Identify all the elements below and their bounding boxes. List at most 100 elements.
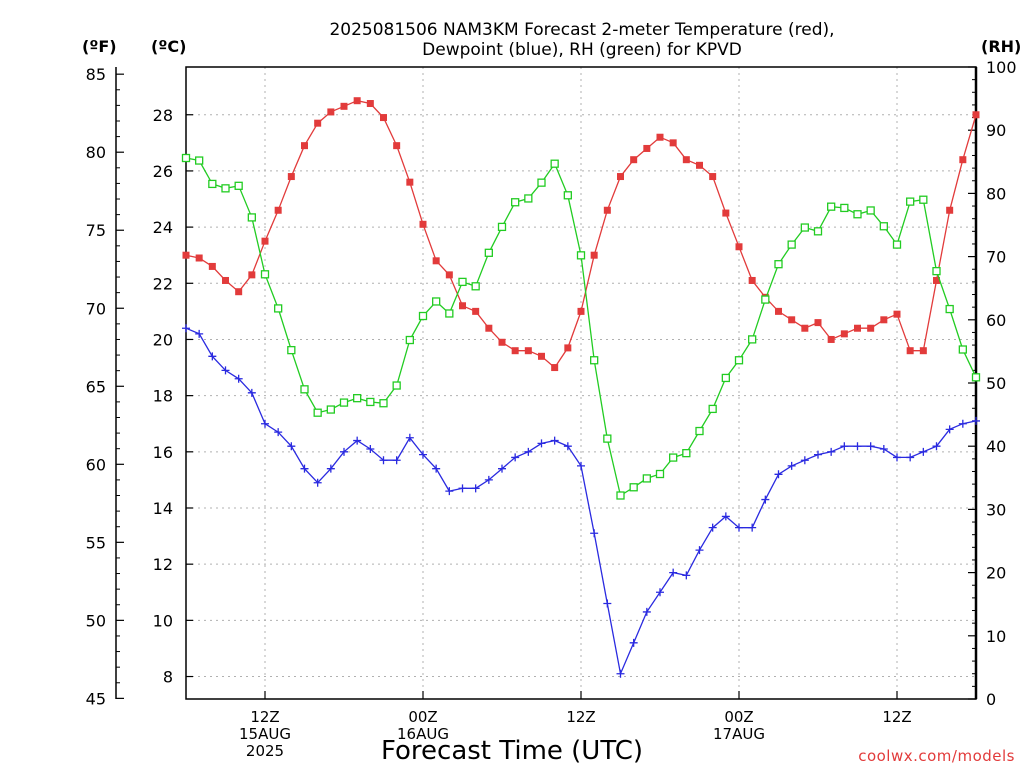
rh-point [208, 179, 217, 189]
x-tick-label: 15AUG [239, 725, 291, 743]
rh-point [866, 206, 875, 215]
dewpoint-point [287, 442, 296, 451]
rh-point [326, 405, 335, 414]
temperature-point [735, 243, 743, 251]
dewpoint-point [695, 546, 704, 555]
temperature-point [208, 262, 216, 270]
temperature-point [590, 251, 598, 259]
rh-point [813, 227, 823, 236]
temperature-point [314, 119, 322, 127]
plot-frame [185, 66, 977, 700]
rh-point [484, 248, 493, 257]
x-tick-label: 00Z [724, 708, 753, 726]
temperature-point [248, 271, 256, 279]
rh-point [734, 356, 744, 365]
fahrenheit-tick-label: 70 [86, 299, 106, 318]
rh-point [827, 202, 836, 211]
rh-tick-label: 30 [986, 500, 1006, 519]
temperature-point [195, 254, 203, 262]
x-tick-label: 00Z [408, 708, 437, 726]
celsius-tick-label: 12 [153, 555, 173, 574]
temperature-point [380, 114, 387, 122]
dewpoint-point [577, 461, 585, 470]
celsius-tick-label: 20 [153, 330, 173, 349]
fahrenheit-tick-label: 80 [86, 143, 106, 162]
rh-point [576, 251, 586, 260]
dewpoint-point [353, 436, 362, 445]
dewpoint-point [590, 529, 599, 538]
celsius-tick-label: 14 [153, 499, 173, 518]
fahrenheit-tick-label: 55 [86, 533, 106, 552]
temperature-point [775, 307, 782, 315]
fahrenheit-tick-label: 65 [86, 377, 106, 396]
temperature-point [551, 364, 559, 372]
rh-tick-label: 50 [986, 374, 1006, 393]
rh-tick-label: 80 [986, 184, 1006, 203]
temperature-point [564, 344, 572, 352]
fahrenheit-tick-label: 45 [86, 689, 106, 708]
temperature-point [669, 139, 677, 147]
rh-point [537, 178, 546, 187]
celsius-tick-label: 28 [153, 106, 173, 125]
dewpoint-point [484, 475, 493, 484]
celsius-tick-label: 10 [153, 611, 173, 630]
rh-point [195, 156, 204, 165]
rh-point [353, 394, 362, 403]
dewpoint-point [563, 442, 572, 451]
temperature-point [603, 206, 611, 214]
rh-point [511, 198, 520, 207]
rh-point [497, 222, 507, 232]
dewpoint-point [642, 607, 651, 616]
dewpoint-point [761, 495, 770, 504]
fahrenheit-tick-label: 50 [86, 611, 106, 630]
dewpoint-point [300, 464, 309, 473]
rh-point [655, 469, 665, 479]
dewpoint-point [366, 445, 375, 454]
temperature-point [788, 316, 796, 324]
dewpoint-point [445, 487, 454, 496]
dewpoint-point [405, 433, 414, 442]
temperature-point [959, 156, 967, 164]
rh-point [287, 345, 296, 355]
x-tick-label: 17AUG [713, 725, 765, 743]
temperature-point [682, 156, 690, 164]
rh-point [708, 404, 717, 414]
grid-lines [186, 67, 976, 699]
rh-point [445, 309, 454, 318]
x-axis-title: Forecast Time (UTC) [381, 736, 643, 766]
rh-tick-label: 100 [986, 58, 1017, 77]
dewpoint-point [800, 456, 809, 465]
temperature-point [222, 276, 229, 284]
rh-point [748, 335, 757, 344]
temperature-point [498, 338, 506, 346]
rh-point [774, 260, 783, 269]
temperature-point [459, 302, 466, 310]
temperature-point [366, 100, 374, 108]
rh-tick-label: 60 [986, 311, 1006, 330]
chart-title-line1: 2025081506 NAM3KM Forecast 2-meter Tempe… [329, 20, 834, 40]
rh-point [958, 345, 967, 354]
dewpoint-point [471, 484, 480, 493]
rh-point [629, 483, 638, 492]
dewpoint-point [708, 523, 717, 532]
temperature-point [946, 206, 954, 214]
rh-point [405, 335, 414, 345]
temperature-point [511, 347, 519, 355]
data-series [181, 97, 981, 678]
celsius-tick-label: 18 [153, 387, 173, 406]
temperature-point [630, 156, 638, 164]
rh-point [392, 381, 401, 390]
celsius-tick-label: 8 [163, 668, 173, 687]
dewpoint-point [866, 442, 875, 451]
rh-point [603, 434, 612, 443]
celsius-tick-label: 16 [153, 443, 173, 462]
dewpoint-point [221, 366, 230, 375]
temperature-point [748, 276, 756, 284]
x-tick-label: 12Z [882, 708, 911, 726]
dewpoint-point [853, 442, 862, 451]
dewpoint-point [629, 638, 638, 647]
dewpoint-point [721, 512, 730, 521]
temperature-point [472, 307, 480, 315]
rh-point [840, 203, 849, 213]
dewpoint-point [326, 464, 335, 473]
